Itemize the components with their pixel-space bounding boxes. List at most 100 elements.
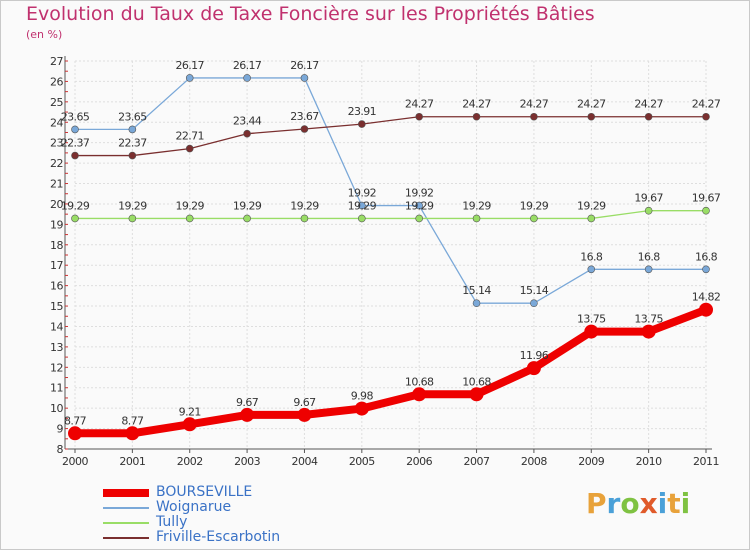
data-point-Friville-Escarbotin <box>358 120 366 128</box>
data-point-Friville-Escarbotin <box>587 112 596 121</box>
data-label: 19.29 <box>577 199 606 212</box>
data-point-BOURSEVILLE <box>469 387 484 402</box>
data-label: 19.29 <box>61 199 90 212</box>
data-label: 19.29 <box>405 199 434 212</box>
data-point-Friville-Escarbotin <box>185 144 194 153</box>
legend-label: Friville-Escarbotin <box>156 529 281 545</box>
value-labels: 8.77 8.77 9.21 9.67 9.67 9.98 10.68 10.68 11.96 1… <box>61 59 722 427</box>
data-point-Tully <box>415 214 423 223</box>
legend-label: Tully <box>156 514 188 530</box>
x-tick-label: 2007 <box>464 455 490 468</box>
data-label: 26.17 <box>233 59 262 72</box>
data-label: 19.29 <box>348 199 377 212</box>
data-point-BOURSEVILLE <box>297 407 312 422</box>
y-tick-label: 11 <box>50 382 63 395</box>
data-point-Tully <box>243 214 251 223</box>
x-tick-label: 2001 <box>119 455 145 468</box>
data-label: 24.27 <box>692 98 721 111</box>
data-label: 24.27 <box>577 98 606 111</box>
data-point-Friville-Escarbotin <box>530 112 538 121</box>
data-label: 14.82 <box>692 291 721 304</box>
data-point-Tully <box>530 214 538 223</box>
data-label: 23.44 <box>233 115 262 128</box>
legend-label: Woignarue <box>156 499 232 515</box>
x-tick-label: 2006 <box>406 455 432 468</box>
y-tick-label: 17 <box>50 259 63 272</box>
data-label: 19.29 <box>175 199 204 212</box>
y-tick-label: 12 <box>50 361 63 374</box>
y-tick-label: 26 <box>50 75 63 88</box>
data-label: 23.67 <box>290 110 319 123</box>
grid <box>74 60 707 450</box>
data-label: 15.14 <box>462 284 491 297</box>
x-tick-label: 2011 <box>693 455 719 468</box>
data-point-BOURSEVILLE <box>526 361 541 376</box>
data-point-Woignarue <box>185 74 194 82</box>
data-label: 16.8 <box>580 250 603 263</box>
data-label: 19.67 <box>692 192 721 205</box>
data-label: 13.75 <box>634 313 663 326</box>
data-point-Tully <box>358 214 366 223</box>
data-point-Woignarue <box>128 125 137 134</box>
data-label: 22.37 <box>61 137 90 150</box>
x-tick-label: 2008 <box>521 455 547 468</box>
x-tick-label: 2004 <box>291 455 317 468</box>
data-point-Friville-Escarbotin <box>71 151 79 160</box>
series-line-Friville-Escarbotin <box>74 116 707 157</box>
series-line-BOURSEVILLE <box>71 305 710 438</box>
data-point-BOURSEVILLE <box>584 324 599 339</box>
data-point-Tully <box>472 214 481 223</box>
proxiti-logo: Proxiti <box>586 487 691 520</box>
legend-swatch <box>103 489 149 497</box>
y-tick-label: 25 <box>50 96 63 109</box>
data-label: 16.8 <box>695 250 718 263</box>
data-point-Tully <box>128 214 137 223</box>
data-label: 19.29 <box>290 199 319 212</box>
x-tick-label: 2002 <box>177 455 203 468</box>
legend-swatch <box>103 522 149 524</box>
y-tick-label: 23 <box>50 137 63 150</box>
data-point-Woignarue <box>358 201 366 210</box>
data-label: 10.68 <box>462 375 491 388</box>
data-label: 15.14 <box>520 284 549 297</box>
data-point-Friville-Escarbotin <box>644 112 653 121</box>
y-tick-label: 10 <box>50 402 63 415</box>
data-point-Tully <box>185 214 194 223</box>
data-label: 19.67 <box>634 192 663 205</box>
data-label: 19.29 <box>233 199 262 212</box>
series-line-Woignarue <box>74 77 707 304</box>
y-tick-label: 15 <box>50 300 63 313</box>
data-label: 24.27 <box>520 98 549 111</box>
data-point-Tully <box>300 214 309 223</box>
data-point-Woignarue <box>530 299 538 307</box>
data-label: 23.91 <box>348 105 377 118</box>
data-label: 24.27 <box>462 98 491 111</box>
data-label: 13.75 <box>577 313 606 326</box>
data-label: 22.37 <box>118 137 147 150</box>
y-tick-label: 21 <box>50 178 63 191</box>
data-label: 11.96 <box>520 349 549 362</box>
data-point-Friville-Escarbotin <box>300 125 309 133</box>
data-point-Woignarue <box>300 74 309 82</box>
y-tick-label: 20 <box>50 198 63 211</box>
data-label: 19.92 <box>348 187 377 200</box>
x-tick-label: 2000 <box>62 455 88 468</box>
data-label: 16.8 <box>638 250 661 263</box>
series-line-Tully <box>74 210 707 220</box>
data-label: 24.27 <box>405 98 434 111</box>
y-tick-label: 13 <box>50 341 63 354</box>
data-point-Woignarue <box>702 265 710 274</box>
axes: 8 9 10 11 12 13 14 15 16 17 18 19 20 21 22 23 24 25 26 27 20… <box>50 55 720 468</box>
data-point-Friville-Escarbotin <box>128 151 137 160</box>
legend-label: BOURSEVILLE <box>156 484 253 500</box>
data-label: 10.68 <box>405 375 434 388</box>
data-label: 19.29 <box>118 199 147 212</box>
data-label: 19.92 <box>405 187 434 200</box>
data-label: 19.29 <box>520 199 549 212</box>
x-tick-label: 2003 <box>234 455 260 468</box>
y-tick-label: 22 <box>50 157 63 170</box>
data-label: 9.98 <box>351 390 374 403</box>
data-point-Tully <box>702 206 710 215</box>
